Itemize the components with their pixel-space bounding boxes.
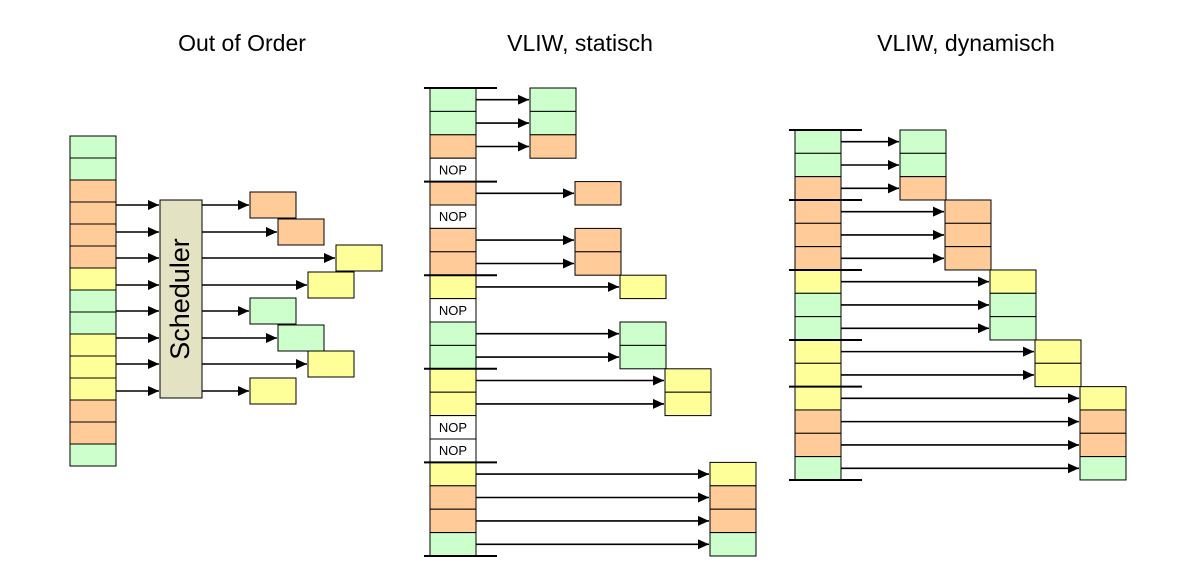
exec-slot-cell [619,344,667,370]
exec-slot-cell [619,321,667,346]
panel-vliw-dynamic [789,129,1127,481]
instruction-cell [69,289,117,313]
instruction-cell [69,333,117,357]
exec-slot-cell [574,251,622,276]
instruction-cell [429,532,477,557]
instruction-cell [794,152,842,178]
instruction-cell [69,311,117,335]
instruction-cell [794,386,842,411]
instruction-cell [69,179,117,203]
instruction-cell [794,409,842,434]
panel-vliw-static: NOP NOP NOP NOP NOP [424,87,757,557]
exec-slot-cell [709,461,757,487]
instruction-cell [429,87,477,112]
exec-slot-cell [529,110,577,136]
exec-slot-cell [1079,432,1127,458]
instruction-cell [69,245,117,269]
panel-out-of-order [69,135,383,467]
nop-label: NOP [439,420,467,435]
instruction-cell [794,456,842,481]
exec-slot-cell [619,274,667,300]
nop-label: NOP [439,209,467,224]
title-vliw-static: VLIW, statisch [507,30,653,56]
exec-slot-cell [1034,339,1082,364]
instruction-cell [429,321,477,346]
instruction-cell [429,391,477,417]
exec-slot-cell [1079,386,1127,411]
instruction-cell [794,362,842,388]
instruction-cell [429,227,477,253]
instruction-cell [69,157,117,181]
exec-slot-cell [574,227,622,253]
nop-label: NOP [439,303,467,318]
instruction-cell [429,461,477,487]
instruction-cell [429,251,477,276]
exec-slot-cell [989,316,1037,341]
exec-slot-cell [1034,362,1082,388]
scheduler-box [159,199,203,399]
instruction-cell [69,421,117,445]
exec-slot-cell [529,87,577,112]
exec-slot-cell [989,269,1037,294]
exec-slot-cell [709,508,757,534]
instruction-cell [429,344,477,370]
instruction-cell [429,181,477,206]
instruction-cell [69,443,117,467]
title-vliw-dynamic: VLIW, dynamisch [877,30,1055,56]
instruction-cell [69,399,117,423]
exec-slot-cell [1079,409,1127,434]
instruction-cell [69,377,117,401]
instruction-cell [794,176,842,201]
exec-slot-cell [664,368,712,393]
instruction-cell [429,110,477,136]
exec-slot-cell [709,532,757,557]
exec-slot-cell [989,292,1037,318]
instruction-cell [429,134,477,159]
exec-slot-cell [277,218,325,246]
exec-slot-cell [1079,456,1127,481]
exec-slot-cell [709,485,757,510]
instruction-cell [429,508,477,534]
instruction-cell [794,292,842,318]
exec-slot-cell [899,176,947,201]
scheduler-label: Scheduler [165,238,195,360]
instruction-cell [794,129,842,154]
instruction-cell [429,274,477,300]
exec-slot-cell [277,324,325,352]
instruction-cell [429,485,477,510]
exec-slot-cell [574,181,622,206]
instruction-cell [429,368,477,393]
instruction-cell [794,222,842,248]
exec-slot-cell [249,377,297,405]
instruction-cell [794,246,842,271]
exec-slot-cell [899,152,947,178]
instruction-cell [794,269,842,294]
instruction-cell [794,199,842,224]
instruction-cell [69,267,117,291]
exec-slot-cell [664,391,712,417]
instruction-cell [794,339,842,364]
exec-slot-cell [249,191,297,219]
exec-slot-cell [529,134,577,159]
instruction-cell [794,432,842,458]
nop-label: NOP [439,443,467,458]
exec-slot-cell [944,222,992,248]
exec-slot-cell [307,271,355,299]
exec-slot-cell [335,244,383,272]
instruction-cell [69,135,117,159]
exec-slot-cell [307,350,355,378]
title-out-of-order: Out of Order [178,30,306,56]
exec-slot-cell [944,199,992,224]
instruction-cell [794,316,842,341]
exec-slot-cell [944,246,992,271]
instruction-cell [69,355,117,379]
exec-slot-cell [899,129,947,154]
instruction-cell [69,223,117,247]
instruction-cell [69,201,117,225]
exec-slot-cell [249,297,297,325]
nop-label: NOP [439,162,467,177]
